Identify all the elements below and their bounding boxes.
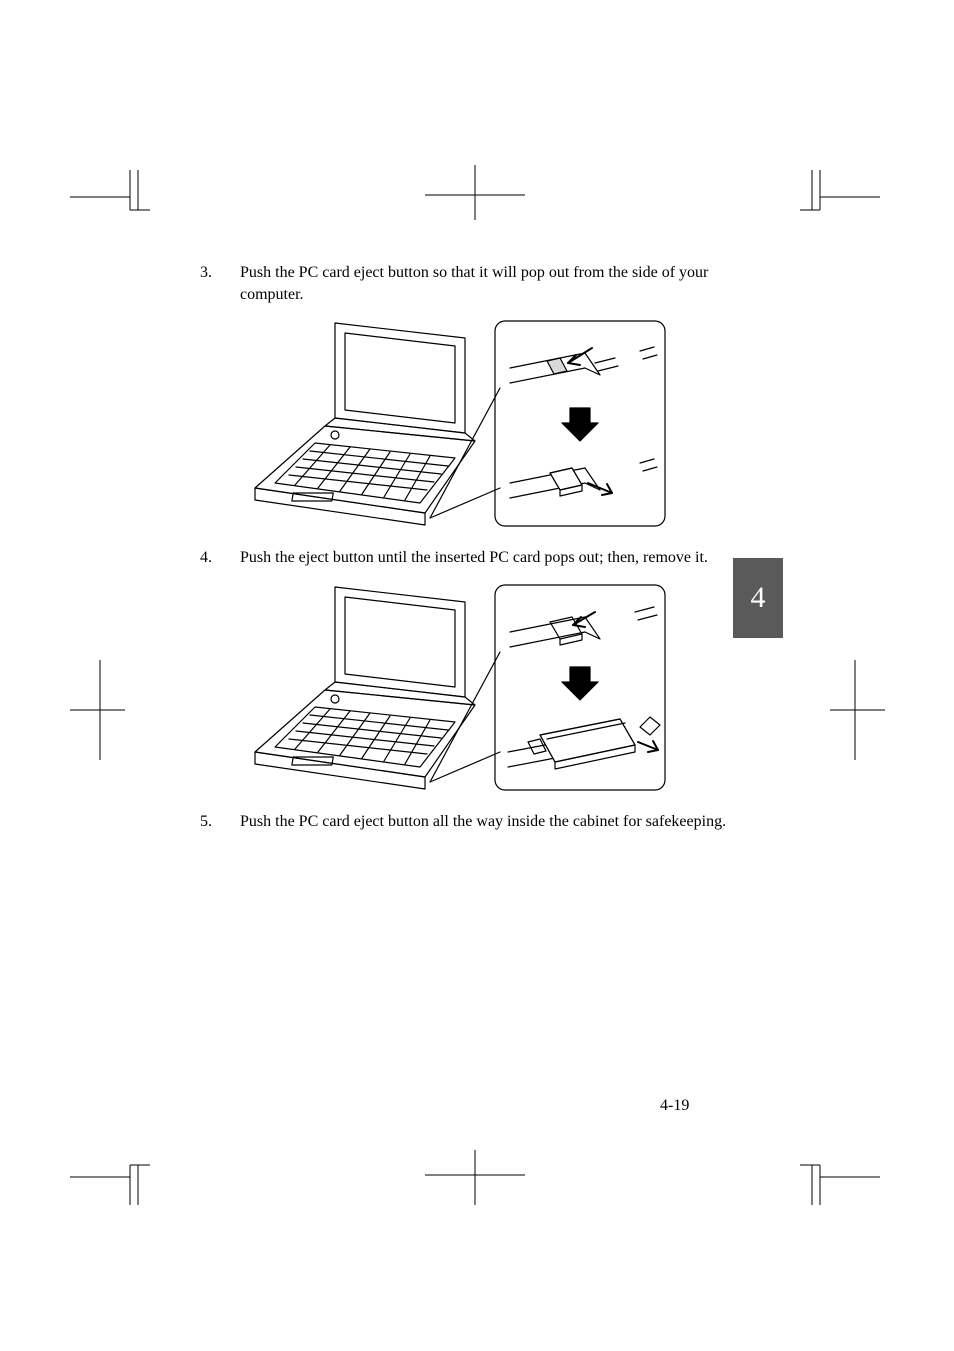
crop-mark-top-right [800, 170, 880, 225]
detail-bottom-icon [508, 717, 660, 769]
detail-top-icon [510, 607, 657, 647]
step-text: Push the eject button until the inserted… [240, 547, 760, 569]
step-3: 3. Push the PC card eject button so that… [200, 262, 760, 305]
step-text: Push the PC card eject button so that it… [240, 262, 760, 305]
crop-mark-bottom-right [800, 1150, 880, 1205]
crop-mark-bottom-center [425, 1150, 525, 1205]
crop-mark-bottom-left [70, 1150, 150, 1205]
crop-mark-right-middle [830, 660, 885, 760]
step-number: 4. [200, 547, 240, 569]
step-4: 4. Push the eject button until the inser… [200, 547, 760, 569]
figure-step-3 [240, 313, 760, 533]
content-area: 3. Push the PC card eject button so that… [200, 262, 760, 840]
crop-mark-left-middle [70, 660, 125, 760]
detail-bottom-icon [510, 459, 657, 498]
crop-mark-top-center [425, 165, 525, 220]
step-number: 3. [200, 262, 240, 305]
page-number: 4-19 [660, 1097, 689, 1115]
detail-top-icon [510, 347, 657, 383]
figure-step-4 [240, 577, 760, 797]
crop-mark-top-left [70, 170, 150, 225]
page: 4 4-19 3. Push the PC card eject button … [0, 0, 954, 1351]
step-number: 5. [200, 811, 240, 833]
step-5: 5. Push the PC card eject button all the… [200, 811, 760, 833]
step-text: Push the PC card eject button all the wa… [240, 811, 760, 833]
